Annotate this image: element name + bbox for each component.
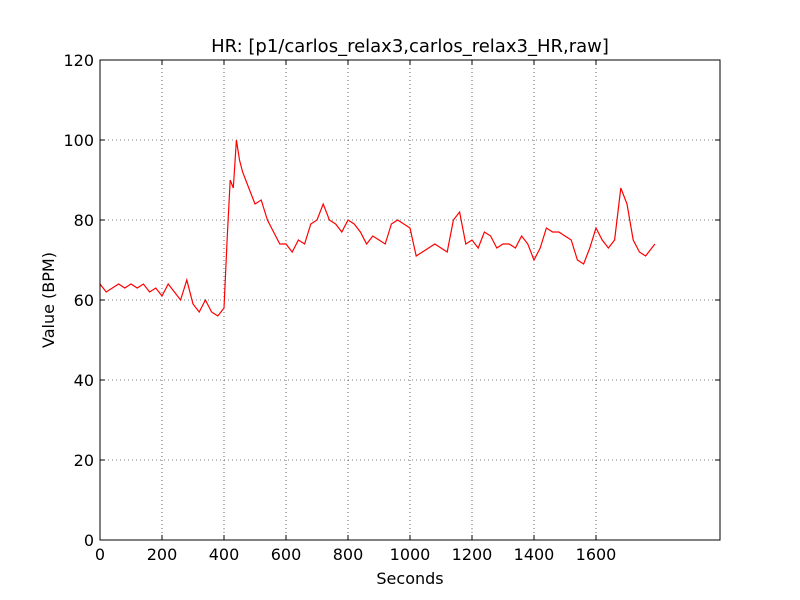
y-tick-label: 20: [74, 451, 94, 470]
x-tick-label: 200: [147, 545, 178, 564]
plot-frame: [99, 59, 721, 541]
y-tick-label: 80: [74, 211, 94, 230]
x-tick-label: 1600: [576, 545, 617, 564]
y-tick-label: 40: [74, 371, 94, 390]
x-tick-label: 600: [271, 545, 302, 564]
x-axis-label: Seconds: [376, 569, 443, 588]
chart-title: HR: [p1/carlos_relax3,carlos_relax3_HR,r…: [211, 36, 609, 57]
x-tick-label: 400: [209, 545, 240, 564]
x-tick-label: 1400: [514, 545, 555, 564]
x-tick-label: 1200: [452, 545, 493, 564]
y-tick-label: 100: [63, 131, 94, 150]
y-tick-label: 0: [84, 531, 94, 550]
y-tick-label: 120: [63, 51, 94, 70]
y-tick-label: 60: [74, 291, 94, 310]
x-tick-label: 0: [95, 545, 105, 564]
data-line: [99, 139, 656, 317]
x-tick-label: 800: [333, 545, 364, 564]
x-tick-label: 1000: [390, 545, 431, 564]
y-axis-label: Value (BPM): [39, 252, 58, 348]
